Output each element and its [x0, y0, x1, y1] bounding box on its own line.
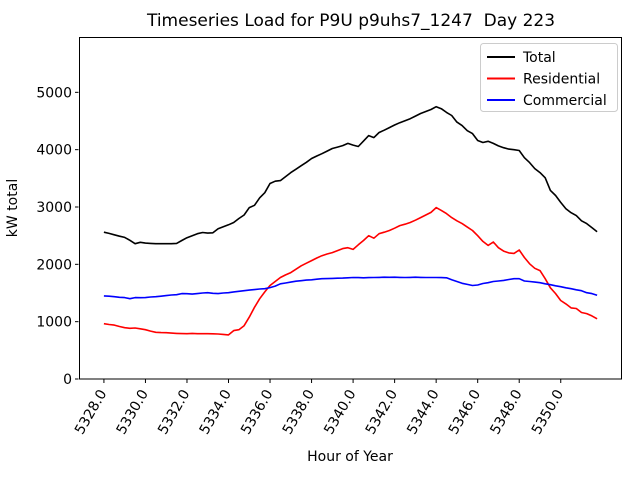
legend-box [480, 43, 618, 112]
legend: Total Residential Commercial [480, 43, 618, 112]
y-axis-label: kW total [5, 179, 21, 237]
x-tick-label: 5342.0 [363, 387, 401, 437]
series-line-total [103, 105, 598, 245]
y-tick-label: 5000 [36, 85, 72, 101]
x-tick-label: 5348.0 [487, 387, 525, 437]
x-tick-label: 5346.0 [446, 387, 484, 437]
x-tick-label: 5328.0 [72, 387, 110, 437]
y-tick-label: 4000 [36, 143, 72, 159]
x-axis-label: Hour of Year [307, 449, 393, 465]
x-tick-label: 5350.0 [529, 387, 567, 437]
y-tick-label: 0 [63, 372, 72, 388]
series-lines [103, 105, 598, 336]
y-tick-label: 3000 [36, 200, 72, 216]
x-tick-label: 5336.0 [238, 387, 276, 437]
series-line-residential [103, 206, 598, 336]
x-tick-label: 5332.0 [155, 387, 193, 437]
x-tick-label: 5330.0 [114, 387, 152, 437]
y-tick-label: 1000 [36, 315, 72, 331]
legend-label-commercial: Commercial [523, 93, 607, 109]
legend-label-total: Total [522, 50, 556, 66]
legend-label-residential: Residential [523, 72, 600, 88]
chart-title: Timeseries Load for P9U p9uhs7_1247 Day … [146, 11, 555, 31]
x-tick-label: 5334.0 [197, 387, 235, 437]
x-tick-label: 5344.0 [404, 387, 442, 437]
x-tick-label: 5338.0 [280, 387, 318, 437]
series-line-commercial [103, 276, 598, 300]
y-tick-label: 2000 [36, 257, 72, 273]
x-tick-label: 5340.0 [321, 387, 359, 437]
